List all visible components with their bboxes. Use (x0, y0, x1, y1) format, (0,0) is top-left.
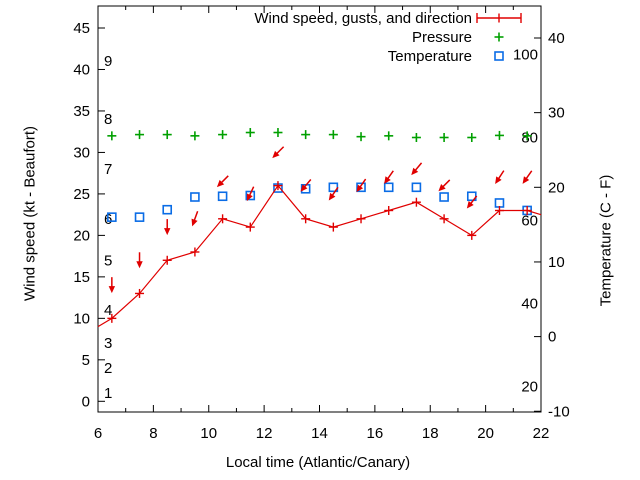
temperature-points (107, 182, 532, 222)
svg-text:3: 3 (104, 335, 112, 352)
svg-text:-10: -10 (548, 403, 570, 420)
x-axis-label: Local time (Atlantic/Canary) (225, 454, 411, 471)
svg-text:6: 6 (94, 425, 102, 442)
svg-text:20: 20 (548, 179, 565, 196)
svg-text:80: 80 (521, 130, 538, 147)
y2-axis-label: Temperature (C - F) (597, 174, 615, 307)
axis-ticks (97, 6, 542, 412)
svg-text:0: 0 (82, 393, 90, 410)
svg-text:10: 10 (200, 425, 217, 442)
legend-markers (476, 13, 522, 61)
y-axis-label: Wind speed (kt - Beaufort) (21, 125, 39, 302)
axis-tick-labels: 6 8 10 12 14 16 18 20 22051015202530354045403020… (73, 20, 569, 442)
svg-text:35: 35 (73, 103, 90, 120)
plot-frame (97, 5, 542, 413)
svg-text:18: 18 (422, 425, 439, 442)
svg-text:12: 12 (256, 425, 273, 442)
svg-text:8: 8 (149, 425, 157, 442)
svg-text:16: 16 (367, 425, 384, 442)
svg-text:20: 20 (477, 425, 494, 442)
svg-text:25: 25 (73, 186, 90, 203)
svg-text:9: 9 (104, 53, 112, 70)
svg-text:0: 0 (548, 329, 556, 346)
wind-series (97, 181, 542, 328)
pressure-points (107, 128, 532, 142)
svg-text:10: 10 (548, 254, 565, 271)
svg-text:30: 30 (548, 105, 565, 122)
gust-direction-arrows (108, 146, 533, 294)
svg-text:4: 4 (104, 302, 112, 319)
svg-text:20: 20 (521, 378, 538, 395)
fahrenheit-scale-labels: 100 80 60 40 20 (513, 47, 538, 396)
svg-text:5: 5 (104, 252, 112, 269)
svg-text:20: 20 (73, 227, 90, 244)
svg-text:22: 22 (533, 425, 550, 442)
svg-text:30: 30 (73, 144, 90, 161)
legend-label-wind: Wind speed, gusts, and direction (254, 10, 472, 27)
svg-text:45: 45 (73, 20, 90, 37)
svg-text:8: 8 (104, 111, 112, 128)
svg-text:2: 2 (104, 360, 112, 377)
svg-text:14: 14 (311, 425, 328, 442)
svg-text:40: 40 (73, 61, 90, 78)
legend-label-pressure: Pressure (411, 29, 472, 46)
svg-text:60: 60 (521, 212, 538, 229)
svg-text:40: 40 (548, 30, 565, 47)
svg-text:100: 100 (513, 47, 538, 64)
svg-text:40: 40 (521, 295, 538, 312)
svg-text:15: 15 (73, 269, 90, 286)
svg-text:5: 5 (82, 352, 90, 369)
svg-text:10: 10 (73, 310, 90, 327)
legend-label-temperature: Temperature (387, 48, 472, 65)
svg-text:1: 1 (104, 385, 112, 402)
svg-text:7: 7 (104, 161, 112, 178)
